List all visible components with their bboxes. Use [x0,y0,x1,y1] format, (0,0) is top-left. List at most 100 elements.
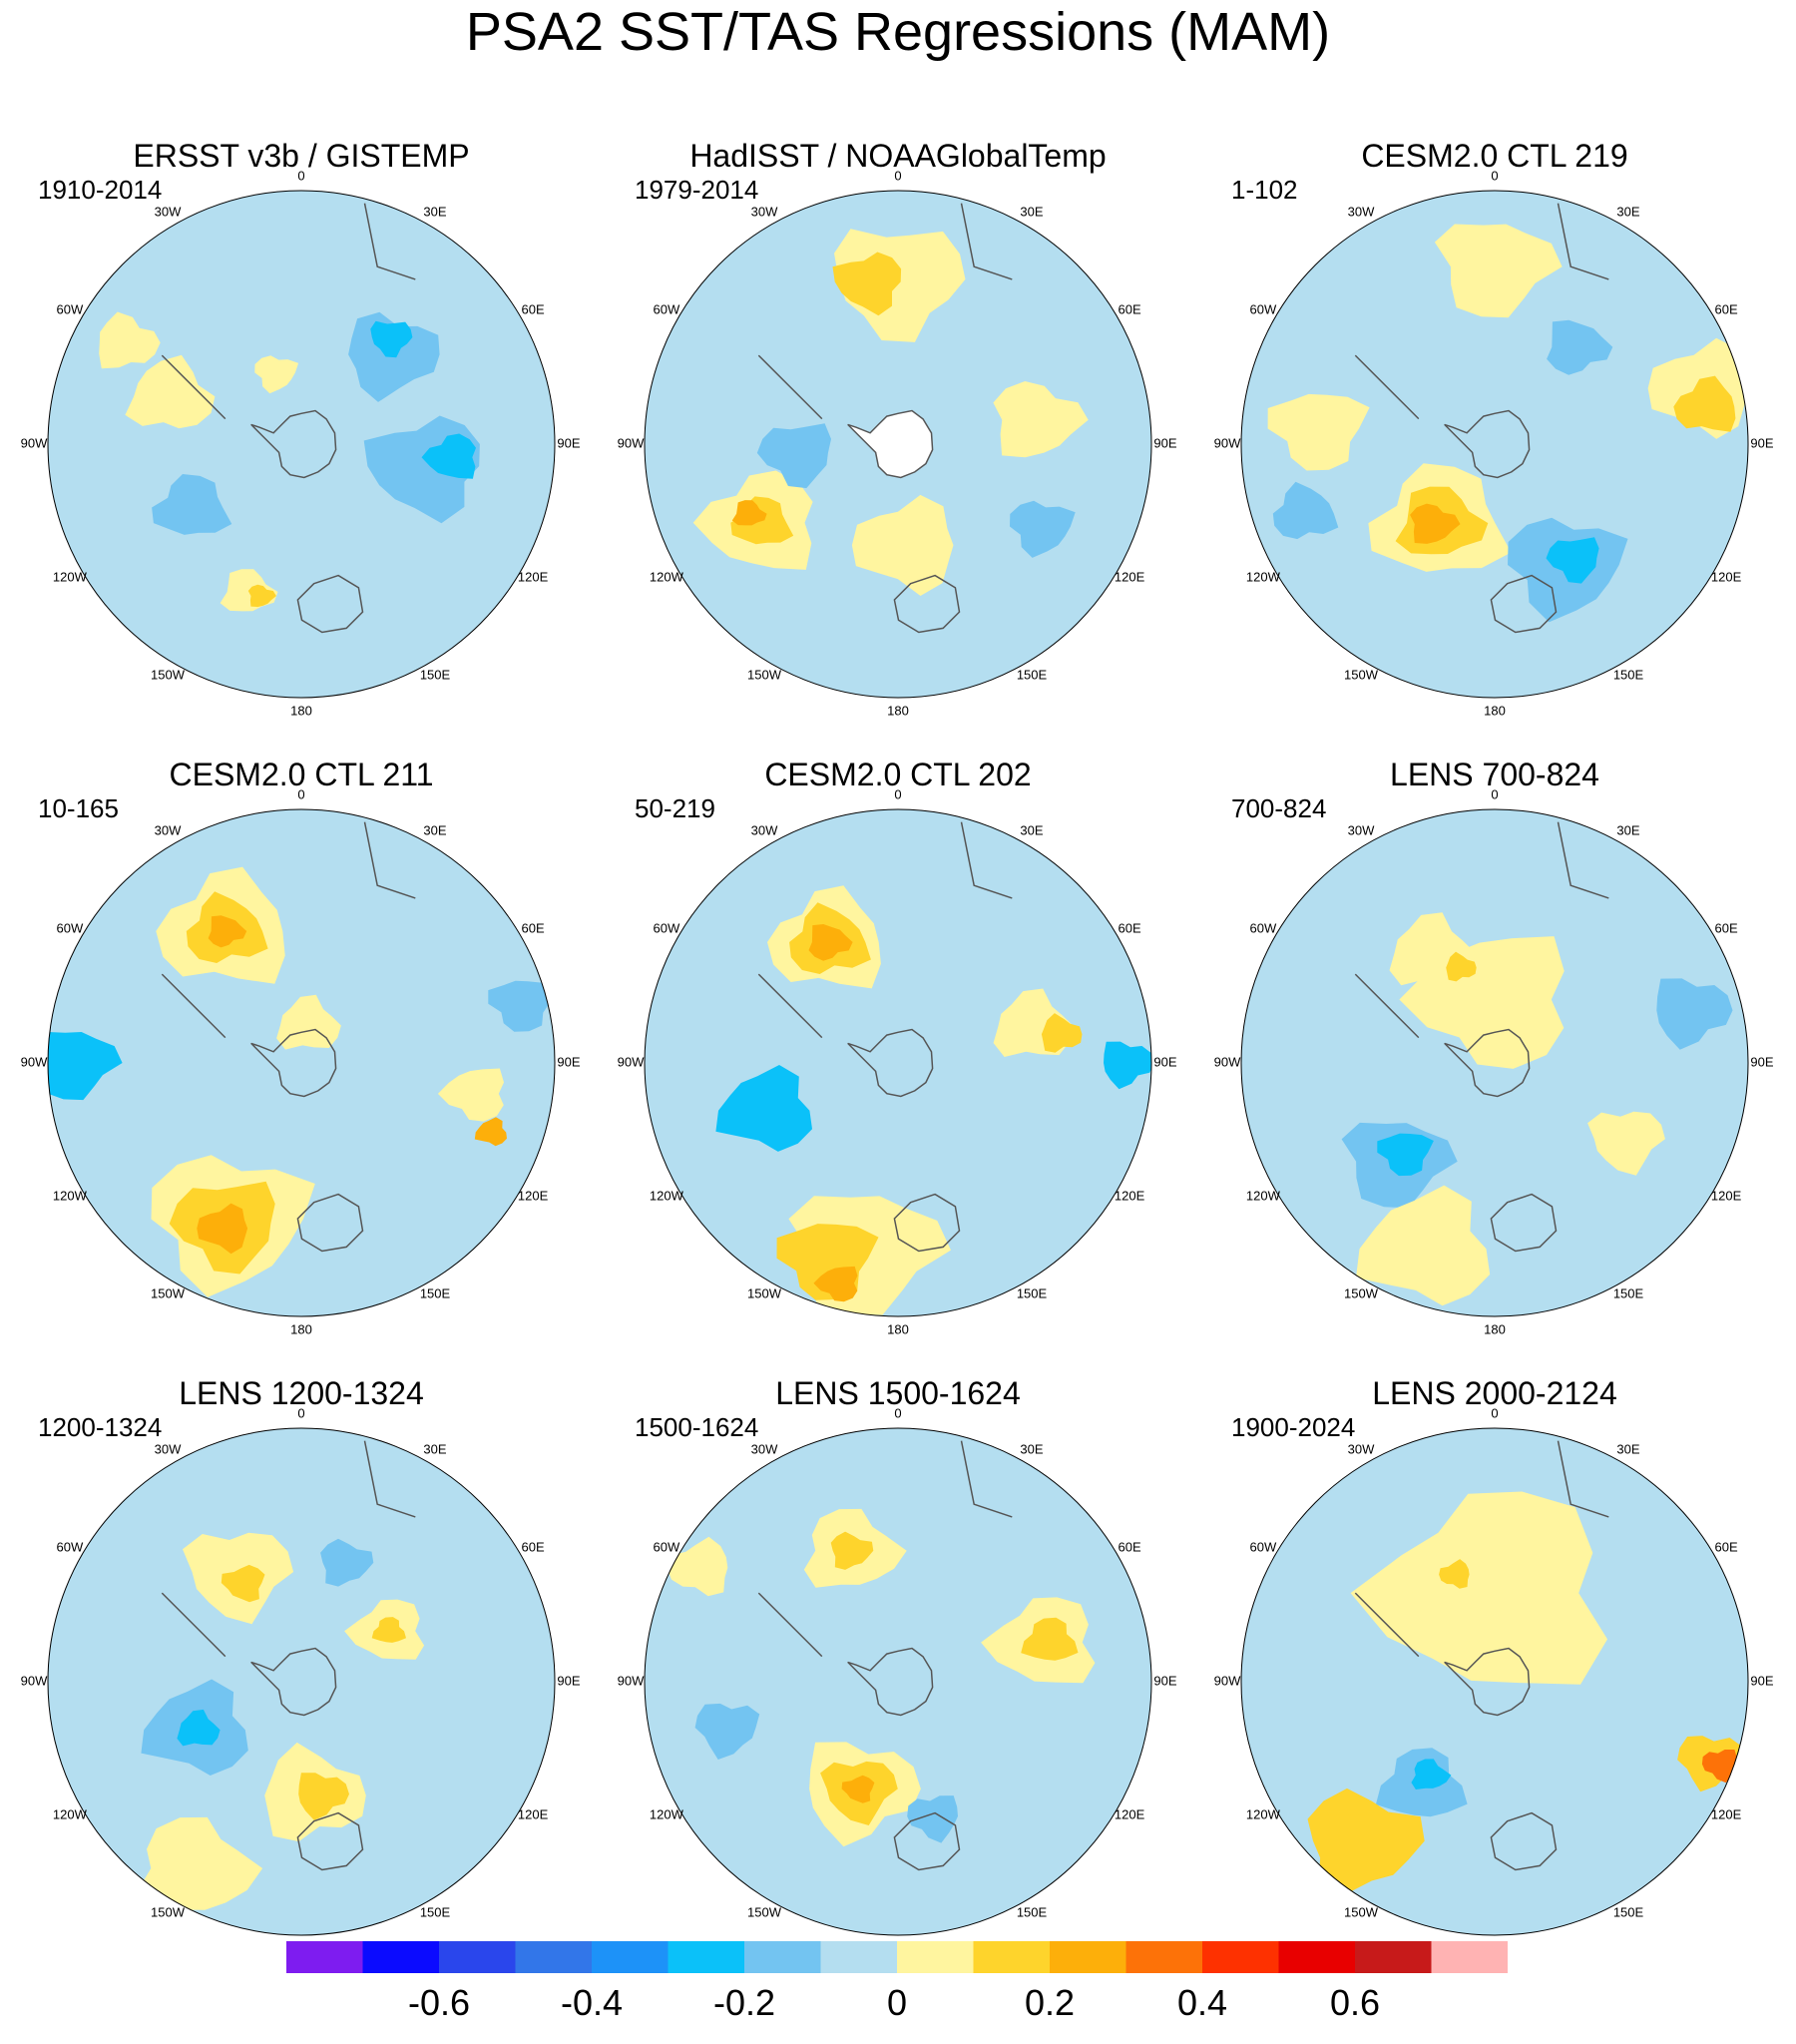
panel-period: 1910-2014 [38,175,162,205]
lon-label-90w: 90W [1214,1673,1241,1688]
lon-label-30e: 30E [1616,822,1639,837]
lon-label-60w: 60W [654,920,680,935]
lon-label-30w: 30W [751,204,778,219]
australia-coast [296,574,364,634]
anomaly-region [834,229,966,342]
lon-label-60e: 60E [1119,301,1141,316]
anomaly-region [1307,1788,1425,1894]
anomaly-region [276,994,341,1050]
map-border [1240,808,1749,1317]
panel-period: 700-824 [1231,793,1326,823]
anomaly-region [177,1709,221,1747]
anomaly-region [421,433,476,479]
south-america-coast [757,1592,823,1658]
south-america-coast [1354,973,1420,1039]
lon-label-120w: 120W [650,569,684,584]
colorbar-bin [439,1941,516,1973]
anomaly-region [1272,481,1339,540]
lon-label-90e: 90E [1750,1054,1773,1069]
anomaly-region [437,1068,504,1122]
anomaly-region [813,1266,858,1302]
lon-label-180: 180 [1484,1321,1506,1336]
lon-label-0: 0 [894,786,901,801]
anomaly-region [99,311,161,369]
lon-label-120w: 120W [650,1806,684,1821]
lon-label-60w: 60W [1250,1539,1277,1554]
lon-label-120w: 120W [53,1806,88,1821]
lon-label-0: 0 [894,1405,901,1420]
panel-title: HadISST / NOAAGlobalTemp [689,138,1106,174]
field [48,809,555,1316]
map-border [1240,1427,1749,1936]
map-panel-3: CESM2.0 CTL 219 1-102 0 30E 60E 90E 120E 150E 18… [1214,138,1774,718]
anomaly-region [731,500,767,526]
south-america-coast [757,354,823,420]
lon-label-0: 0 [297,786,304,801]
lon-label-120e: 120E [1115,1188,1145,1203]
colorbar: -0.6 -0.4 -0.2 0 0.2 0.4 0.6 [286,1941,1508,2023]
lon-label-30e: 30E [423,1441,446,1456]
colorbar-tick-label: -0.4 [561,1982,623,2023]
anomaly-region [1439,1559,1470,1589]
panel-title: CESM2.0 CTL 211 [170,757,434,792]
colorbar-bin [1355,1941,1432,1973]
lon-label-0: 0 [1491,1405,1498,1420]
lon-label-60e: 60E [1715,1539,1738,1554]
anomaly-region [1350,1491,1607,1685]
land [161,1440,416,1871]
map-border [1240,190,1749,699]
colorbar-bin [820,1941,897,1973]
lon-label-150e: 150E [1613,1286,1644,1301]
panel-period: 50-219 [635,793,715,823]
australia-coast [1490,574,1558,634]
land [757,821,1013,1253]
lon-label-120w: 120W [1246,1806,1281,1821]
australia-coast [296,1193,364,1253]
map-panel-8: LENS 1500-1624 1500-1624 0 30E 60E 90E 120E 150… [618,1375,1177,1955]
antarctica-coast [1444,1647,1531,1717]
antarctica-coast [250,1028,337,1098]
lon-label-60w: 60W [654,301,680,316]
africa-coast [363,1440,416,1518]
anomaly-region [137,1816,263,1914]
field-background [48,191,555,698]
lon-label-120e: 120E [1711,1806,1742,1821]
lon-label-120w: 120W [53,1188,88,1203]
colorbar-tick-label: 0.4 [1177,1982,1227,2023]
lon-label-30w: 30W [155,204,182,219]
anomaly-region [1546,537,1599,584]
map-border [47,190,556,699]
lon-label-150e: 150E [420,1286,451,1301]
lon-label-60w: 60W [1250,301,1277,316]
lon-label-180: 180 [887,1321,909,1336]
lon-label-30w: 30W [155,1441,182,1456]
lon-label-30e: 30E [1020,1441,1043,1456]
panel-title: LENS 2000-2124 [1372,1375,1617,1411]
anomaly-region [1010,500,1076,558]
lon-label-120e: 120E [1115,569,1145,584]
land [757,203,1013,634]
map-panel-4: CESM2.0 CTL 211 10-165 0 30E 60E 90E 120E 150E 1… [21,757,581,1336]
panel-title: CESM2.0 CTL 202 [764,757,1031,792]
anomaly-region [1021,1617,1079,1661]
lon-label-150e: 150E [1017,1905,1048,1920]
map-border [644,808,1152,1317]
field [1241,1428,1748,1935]
panel-period: 1-102 [1231,175,1298,205]
field [1241,191,1748,698]
lon-label-150w: 150W [747,1286,782,1301]
anomaly-region [1701,1750,1738,1784]
anomaly-region [247,584,276,608]
anomaly-region [851,494,954,596]
anomaly-region [370,320,413,358]
lon-label-150e: 150E [1613,1905,1644,1920]
lon-label-120w: 120W [1246,569,1281,584]
lon-label-90e: 90E [1153,435,1176,450]
field [645,1428,1151,1935]
anomaly-region [1356,1185,1491,1306]
lon-label-60e: 60E [1119,920,1141,935]
lon-label-150e: 150E [1613,668,1644,683]
field-background [645,1428,1151,1935]
lon-label-90e: 90E [1750,1673,1773,1688]
